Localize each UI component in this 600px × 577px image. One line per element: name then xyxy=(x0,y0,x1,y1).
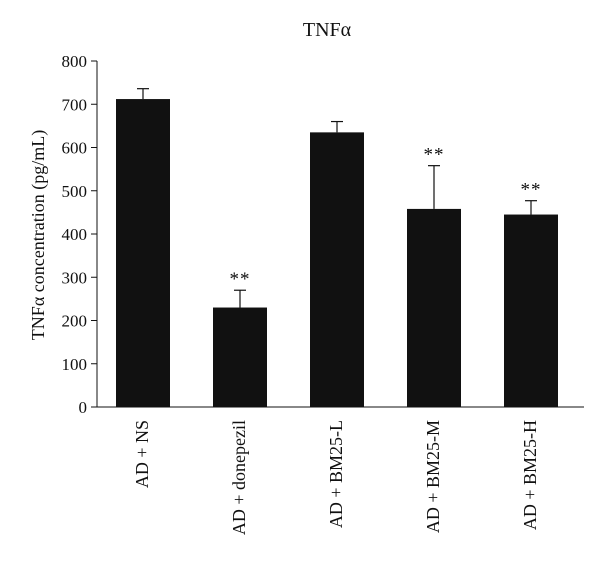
y-tick-label: 700 xyxy=(62,95,88,114)
x-tick-label: AD + BM25-L xyxy=(326,420,346,528)
significance-label: ** xyxy=(424,145,445,166)
x-tick-label: AD + BM25-M xyxy=(423,420,443,533)
y-tick-label: 300 xyxy=(62,268,88,287)
y-ticks-layer: 0 100 200 300 400 500 600 700 800 xyxy=(62,52,97,417)
y-tick-label: 500 xyxy=(62,182,88,201)
x-axis: AD + NS AD + donepezil AD + BM25-L AD + BM2… xyxy=(97,406,584,535)
x-tick-label: AD + donepezil xyxy=(229,420,249,535)
bar xyxy=(116,99,170,407)
y-axis-label: TNFα concentration (pg/mL) xyxy=(28,130,49,340)
x-tick-label: AD + NS xyxy=(132,420,152,488)
plot-area: ** ** ** xyxy=(116,88,558,408)
y-tick-label: 800 xyxy=(62,52,88,71)
y-tick-label: 600 xyxy=(62,139,88,158)
x-tick-label: AD + BM25-H xyxy=(520,420,540,530)
bar xyxy=(213,307,267,407)
bar xyxy=(310,132,364,408)
chart-title: TNFα xyxy=(303,19,352,41)
annotations-layer: ** ** ** xyxy=(230,145,542,291)
bar xyxy=(407,208,461,407)
x-labels-layer: AD + NS AD + donepezil AD + BM25-L AD + BM2… xyxy=(132,420,540,535)
y-tick-label: 100 xyxy=(62,355,88,374)
significance-label: ** xyxy=(230,269,251,290)
error-bars-layer xyxy=(137,88,537,308)
bars-layer xyxy=(116,99,558,408)
y-tick-label: 200 xyxy=(62,312,88,331)
y-axis: 0 100 200 300 400 500 600 700 800 xyxy=(62,52,98,417)
y-tick-label: 400 xyxy=(62,225,88,244)
y-tick-label: 0 xyxy=(79,398,88,417)
bar xyxy=(504,214,558,407)
significance-label: ** xyxy=(521,180,542,201)
